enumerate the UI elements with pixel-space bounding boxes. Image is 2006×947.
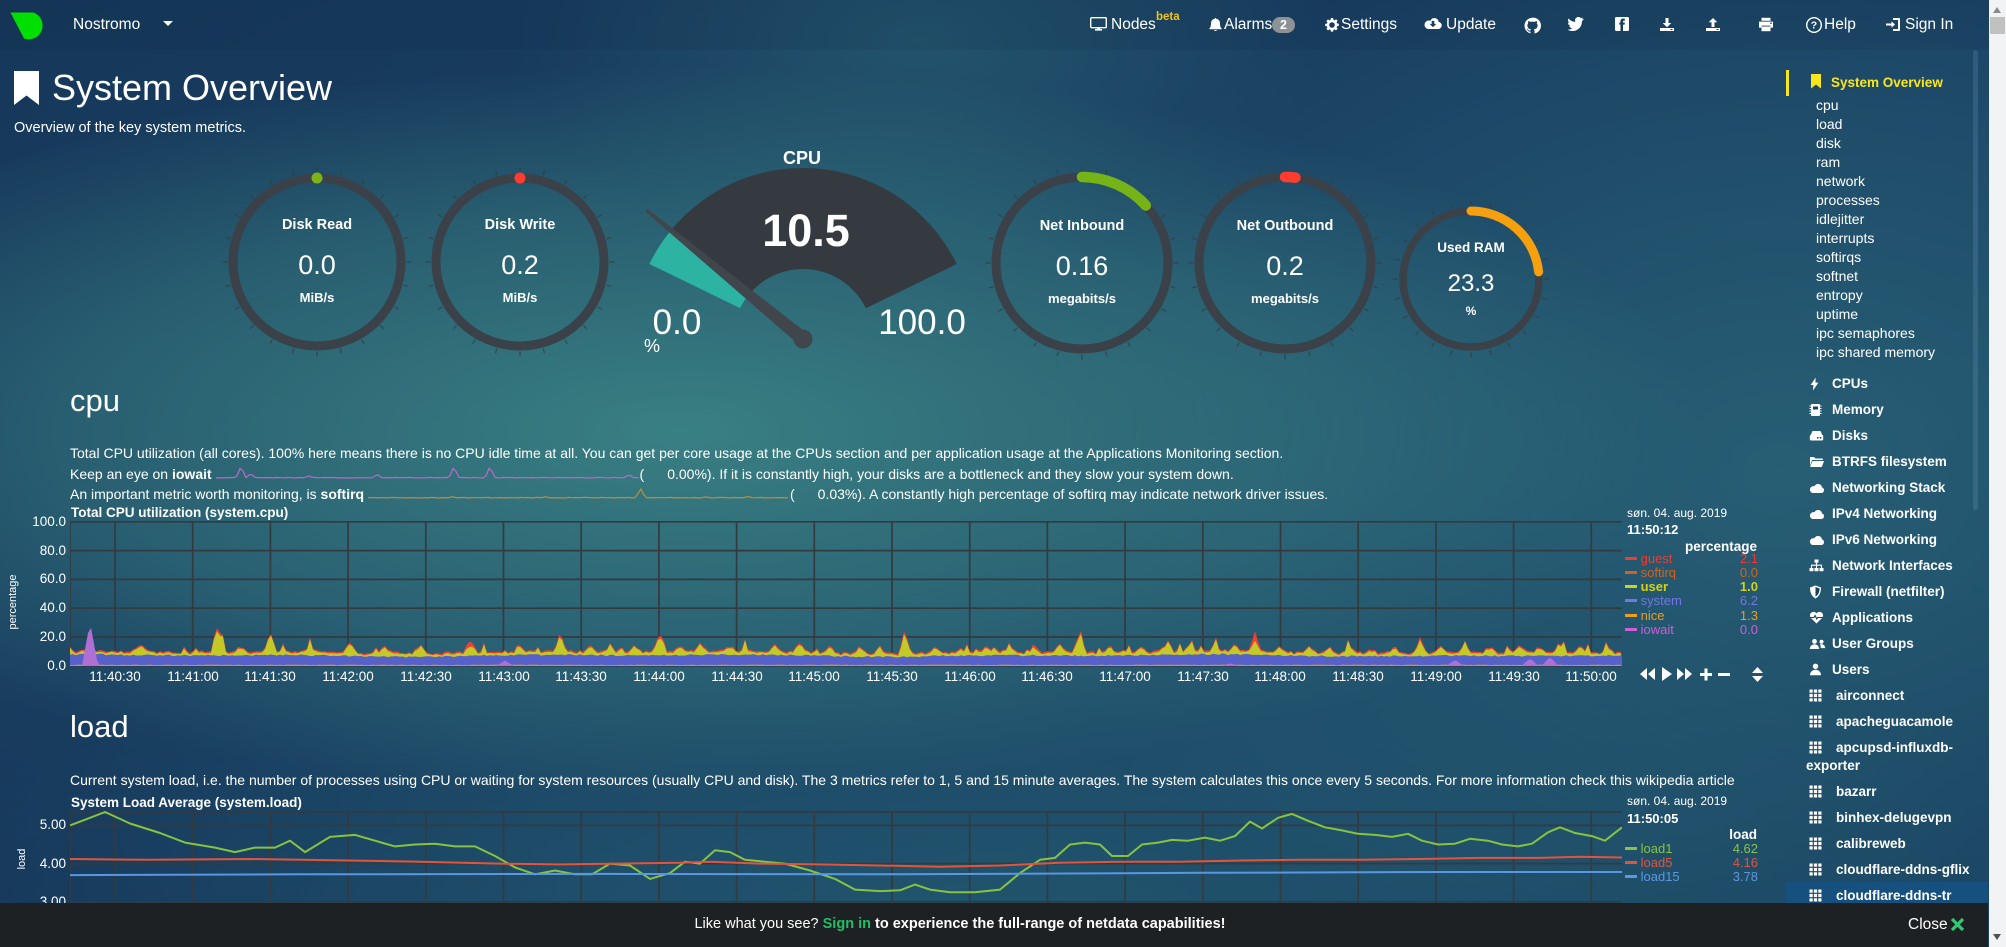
svg-text:?: ? (1811, 20, 1817, 32)
